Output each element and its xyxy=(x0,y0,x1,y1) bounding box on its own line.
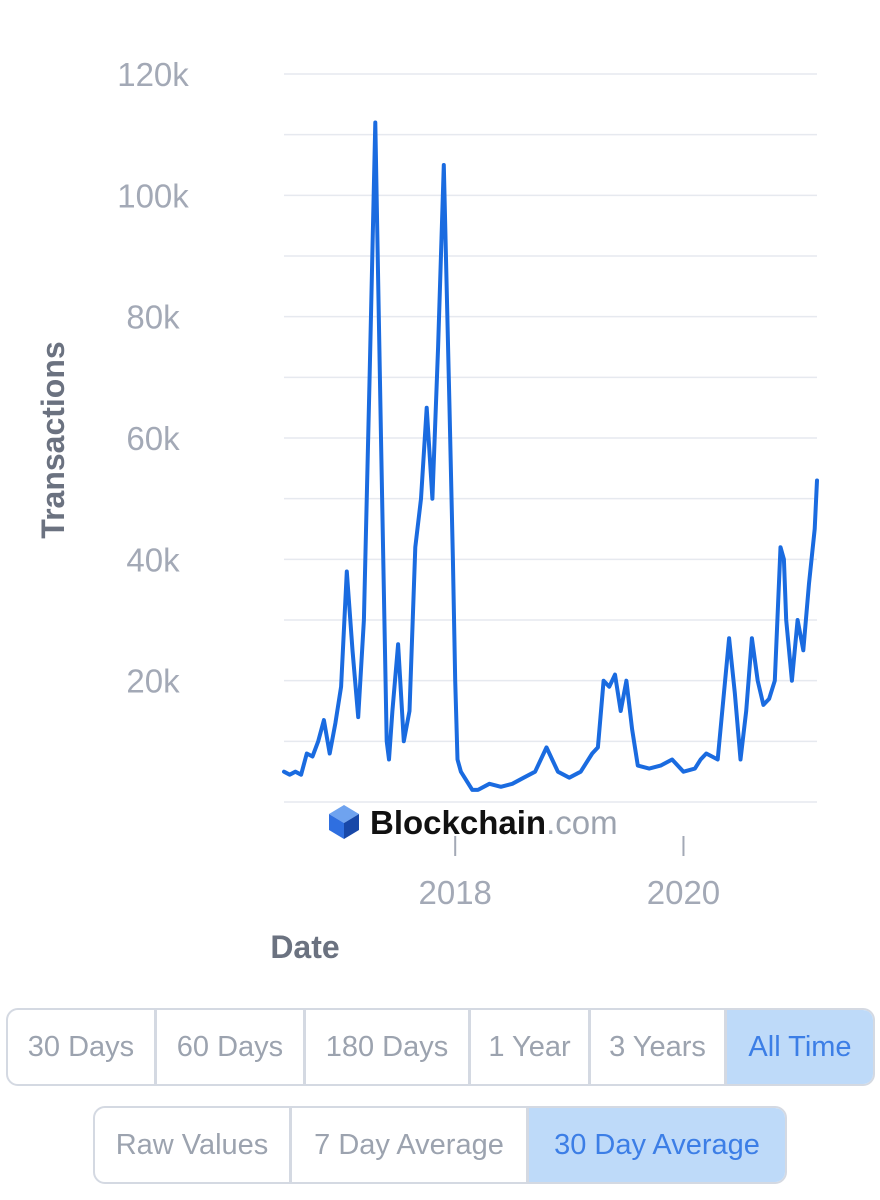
timespan-180-days-button[interactable]: 180 Days xyxy=(306,1010,471,1084)
7-day-average-button[interactable]: 7 Day Average xyxy=(292,1108,529,1182)
timespan-30-days-button[interactable]: 30 Days xyxy=(8,1010,157,1084)
y-tick-label: 20k xyxy=(126,663,180,700)
brand-watermark: Blockchain.com xyxy=(329,804,618,841)
y-axis-title: Transactions xyxy=(35,341,71,538)
timespan-3-years-button[interactable]: 3 Years xyxy=(591,1010,727,1084)
y-tick-label: 60k xyxy=(126,420,180,457)
y-axis-ticks: 120k 100k 80k 60k 40k 20k xyxy=(117,56,189,700)
y-tick-label: 80k xyxy=(126,299,180,336)
blockchain-cube-icon xyxy=(329,805,359,839)
y-tick-label: 100k xyxy=(117,177,189,214)
x-tick-label: 2018 xyxy=(418,874,491,911)
svg-text:Blockchain.com: Blockchain.com xyxy=(370,804,618,841)
x-axis-ticks: 2018 2020 xyxy=(418,836,720,911)
timespan-60-days-button[interactable]: 60 Days xyxy=(157,1010,306,1084)
timespan-1-year-button[interactable]: 1 Year xyxy=(471,1010,591,1084)
y-tick-label: 40k xyxy=(126,541,180,578)
timespan-button-group: 30 Days 60 Days 180 Days 1 Year 3 Years … xyxy=(6,1008,875,1086)
chart-grid xyxy=(284,73,817,803)
brand-name: Blockchain xyxy=(370,804,546,841)
average-button-group: Raw Values 7 Day Average 30 Day Average xyxy=(93,1106,787,1184)
x-tick-label: 2020 xyxy=(647,874,720,911)
timespan-all-time-button[interactable]: All Time xyxy=(727,1010,873,1084)
transactions-chart: 120k 100k 80k 60k 40k 20k 2018 2020 Transactio… xyxy=(35,56,819,965)
raw-values-button[interactable]: Raw Values xyxy=(95,1108,292,1182)
brand-suffix: .com xyxy=(546,804,618,841)
x-axis-title: Date xyxy=(270,929,339,965)
30-day-average-button[interactable]: 30 Day Average xyxy=(529,1108,785,1182)
y-tick-label: 120k xyxy=(117,56,189,93)
series-line-transactions xyxy=(282,120,819,792)
